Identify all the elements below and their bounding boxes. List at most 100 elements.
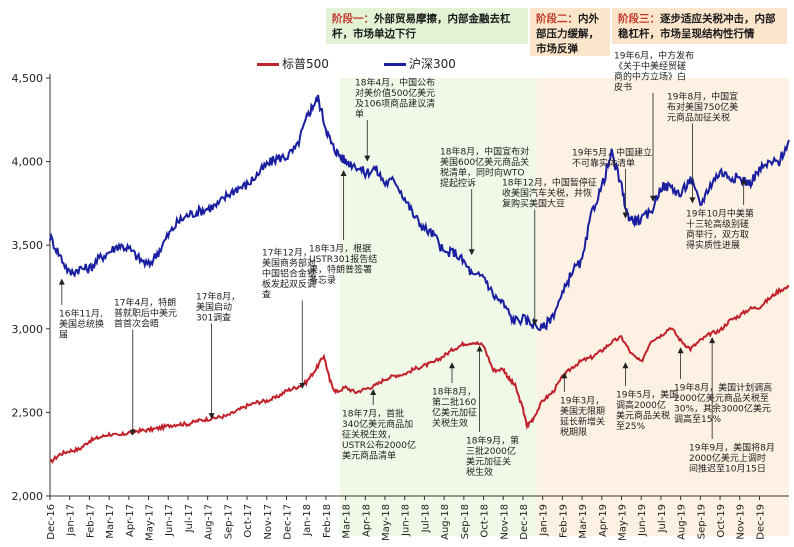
annotation-arrowhead <box>650 195 657 202</box>
y-tick-label: 4,500 <box>12 72 44 85</box>
annotation-text: 第二批160 <box>432 396 476 408</box>
annotation-text: 调高至15% <box>674 413 721 425</box>
x-tick-label: Jan-17 <box>66 504 77 537</box>
annotation-text: 19年9月，美国将8月 <box>689 442 775 454</box>
x-tick-label: Jul-19 <box>657 504 668 533</box>
annotation-arrowhead <box>370 388 377 395</box>
y-tick-label: 4,000 <box>12 156 44 169</box>
annotation-text: 16年11月, <box>59 308 103 320</box>
annotation-text: 19年8月，美国计划调高 <box>674 382 772 394</box>
phase1-label: 阶段一： <box>332 13 374 25</box>
annotation-arrowhead <box>740 178 747 185</box>
annotation-text: 19年5月，中国建立 <box>572 147 652 159</box>
annotation-text: 果，特朗普签署 <box>309 264 372 276</box>
annotation-arrowhead <box>449 362 456 369</box>
annotation-text: USTR公布2000亿 <box>342 439 416 451</box>
x-tick-label: Aug-17 <box>204 504 215 540</box>
phase3-text: 逐步适应关税冲击，内部稳杠杆，市场呈现结构性行情 <box>618 13 776 40</box>
x-tick-label: Jan-19 <box>539 504 550 537</box>
series-line-hs300 <box>49 94 790 332</box>
annotation-text: 三批2000亿 <box>466 445 516 457</box>
annotation-arrowhead <box>561 372 568 379</box>
annotation-text: 2000亿美元上调时 <box>689 452 766 464</box>
annotation-text: 延长新增关 <box>560 416 605 428</box>
legend-sp500: 标普500 <box>257 55 329 72</box>
annotation-text: 收美国汽车关税，并恢 <box>502 187 592 199</box>
annotation-text: 板发起双反调 <box>262 278 316 290</box>
phase2-label: 阶段二： <box>536 13 578 25</box>
annotation-text: 征关税生效， <box>342 429 396 441</box>
x-tick-label: Sep-19 <box>696 504 707 539</box>
annotation-arrowhead <box>531 319 538 326</box>
annotation-text: 2000亿美元商品关税至 <box>674 392 769 404</box>
annotation-text: 19年3月， <box>560 395 604 407</box>
series-line-sp500 <box>49 284 790 464</box>
phase3-label: 阶段三： <box>618 13 660 25</box>
x-tick-label: Jun-19 <box>637 504 648 537</box>
x-tick-label: Sep-17 <box>223 504 234 539</box>
annotation-text: 十三轮高级别磋 <box>686 218 749 230</box>
annotation-text: 商举行，双方取 <box>686 229 749 241</box>
annotation-text: 税期限 <box>560 426 587 438</box>
legend-sp500-swatch <box>257 63 279 66</box>
legend-sp500-label: 标普500 <box>282 57 329 71</box>
annotation-text: 查 <box>262 289 271 301</box>
annotation-text: 普就职后中美元 <box>114 307 177 319</box>
annotation-arrowhead <box>622 362 629 369</box>
annotation-text: 美国无限期 <box>560 405 605 417</box>
annotation-text: 税清单，同时向WTO <box>440 167 524 179</box>
x-tick-label: Mar-17 <box>105 504 116 539</box>
annotation-arrowhead <box>208 413 215 420</box>
x-tick-label: Nov-18 <box>499 504 510 540</box>
annotation-arrowhead <box>340 169 347 176</box>
annotation-arrowhead <box>709 337 716 344</box>
annotation-text: 18年12月，中国暂停征 <box>502 177 597 189</box>
annotation-text: 19年5月，美国 <box>616 389 678 401</box>
annotation-text: 18年8月，中国宣布对 <box>440 146 529 158</box>
x-tick-label: Dec-19 <box>755 504 766 540</box>
annotation-arrowhead <box>299 382 306 389</box>
annotation-arrowhead <box>677 347 684 354</box>
annotation-text: 调高2000亿 <box>616 399 666 411</box>
annotation-text: 得实质性进展 <box>686 239 740 251</box>
annotation-text: 美国600亿美元商品关 <box>440 156 529 168</box>
annotation-text: 届 <box>59 330 68 341</box>
x-tick-label: Nov-17 <box>263 504 274 540</box>
x-tick-label: Feb-17 <box>85 504 96 538</box>
annotation-text: USTR301报告结 <box>309 253 377 265</box>
annotation-arrowhead <box>364 155 371 162</box>
x-tick-label: Nov-19 <box>736 504 747 540</box>
y-tick-label: 3,000 <box>12 323 44 336</box>
x-tick-label: Dec-16 <box>46 504 57 540</box>
annotation-text: 美国商务部对 <box>262 257 316 269</box>
x-tick-label: Oct-19 <box>716 504 727 538</box>
y-tick-label: 2,500 <box>12 406 44 419</box>
annotation-text: 商的中方立场》白 <box>614 71 686 83</box>
annotation-text: 《关于中美经贸磋 <box>614 60 686 72</box>
annotation-text: 19年10月中美第 <box>686 208 754 220</box>
annotation-text: 美国总统换 <box>59 318 104 330</box>
x-tick-label: Mar-18 <box>342 504 353 539</box>
annotation-arrowhead <box>468 249 475 256</box>
x-tick-label: Oct-18 <box>480 504 491 538</box>
x-tick-label: Aug-18 <box>440 504 451 540</box>
x-tick-label: Apr-19 <box>598 504 609 537</box>
annotation-text: 对美价值500亿美元 <box>355 87 435 99</box>
y-tick-label: 2,000 <box>12 490 44 503</box>
annotation-arrowhead <box>58 278 65 285</box>
annotation-text: 皮书 <box>614 81 632 93</box>
annotation-text: 间推迟至10月15日 <box>689 463 766 475</box>
annotation-text: 至25% <box>616 421 645 432</box>
annotation-text: 美元加征关 <box>466 456 511 468</box>
x-tick-label: Jan-18 <box>302 504 313 537</box>
phase-shade-2 <box>536 78 789 536</box>
annotation-arrowhead <box>622 212 629 219</box>
legend-hs300-swatch <box>384 63 406 66</box>
annotation-text: 复购买美国大豆 <box>502 198 565 210</box>
annotation-text: 340亿美元商品加 <box>342 418 413 430</box>
phase2-box: 阶段二：内外部压力缓解，市场反弹 <box>530 8 610 56</box>
annotation-text: 税生效 <box>466 466 493 478</box>
annotation-arrowhead <box>129 429 136 436</box>
annotation-text: 美国启动 <box>196 301 232 313</box>
